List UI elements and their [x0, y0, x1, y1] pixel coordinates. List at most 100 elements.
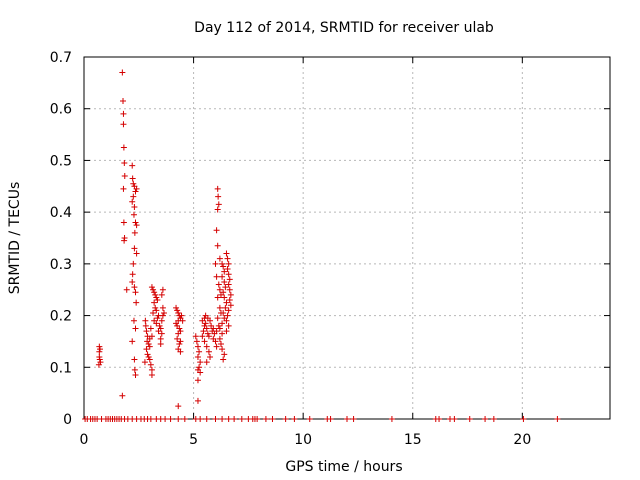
data-point [207, 317, 214, 324]
data-point [119, 69, 126, 76]
data-point [388, 416, 395, 422]
data-point [482, 416, 489, 422]
data-point [225, 416, 232, 422]
data-point [219, 260, 226, 267]
data-point [219, 416, 226, 422]
data-point [131, 229, 138, 236]
data-point [214, 315, 221, 322]
y-tick-label: 0 [63, 412, 72, 428]
data-point [129, 338, 136, 345]
data-point [123, 286, 130, 293]
data-point [212, 416, 219, 422]
data-point [224, 266, 231, 273]
data-point [176, 325, 183, 332]
data-point [162, 416, 169, 422]
data-point [220, 263, 227, 270]
data-point [231, 416, 238, 422]
data-point [203, 416, 210, 422]
data-point [153, 320, 160, 327]
plot-frame [83, 56, 611, 420]
data-point [217, 309, 224, 316]
data-point [121, 172, 128, 179]
data-point [213, 343, 220, 350]
data-point [350, 416, 357, 422]
x-tick-label: 10 [294, 432, 312, 448]
data-point [129, 278, 136, 285]
data-point [181, 416, 188, 422]
data-point [120, 219, 127, 226]
data-point [215, 322, 222, 329]
x-tick-label: 20 [513, 432, 531, 448]
data-point [194, 377, 201, 384]
data-point [220, 356, 227, 363]
data-point [205, 333, 212, 340]
data-point [150, 286, 157, 293]
data-point [132, 325, 139, 332]
data-points [82, 69, 561, 422]
axis-ticks [83, 56, 610, 420]
data-point [215, 281, 222, 288]
data-point [96, 343, 103, 350]
data-point [156, 322, 163, 329]
data-point [160, 309, 167, 316]
data-point [121, 237, 128, 244]
data-point [217, 341, 224, 348]
x-tick-labels: 0 5 10 15 20 [80, 432, 532, 448]
data-point [119, 392, 126, 399]
data-point [147, 416, 154, 422]
data-point [157, 335, 164, 342]
data-point [177, 338, 184, 345]
grid-lines [84, 57, 610, 419]
data-point [226, 286, 233, 293]
data-point [194, 353, 201, 360]
data-point [223, 328, 230, 335]
data-point [142, 317, 149, 324]
data-point [131, 356, 138, 363]
data-point [196, 364, 203, 371]
data-point [192, 333, 199, 340]
data-point [219, 330, 226, 337]
data-point [203, 359, 210, 366]
data-point [154, 315, 161, 322]
data-point [175, 309, 182, 316]
y-tick-label: 0.2 [50, 309, 72, 325]
data-point [227, 302, 234, 309]
data-point [141, 359, 148, 366]
data-point [158, 291, 165, 298]
data-point [216, 255, 223, 262]
data-point [202, 320, 209, 327]
data-point [120, 185, 127, 192]
data-point [144, 351, 151, 358]
data-point [220, 289, 227, 296]
data-point [222, 284, 229, 291]
data-point [175, 330, 182, 337]
data-point [174, 307, 181, 314]
data-point [224, 255, 231, 262]
data-point [203, 343, 210, 350]
data-point [173, 304, 180, 311]
data-point [219, 346, 226, 353]
data-point [120, 121, 127, 128]
data-point [143, 328, 150, 335]
data-point [219, 320, 226, 327]
data-point [129, 175, 136, 182]
data-point [148, 366, 155, 373]
data-point [130, 211, 137, 218]
data-point [227, 291, 234, 298]
data-point [197, 359, 204, 366]
data-point [451, 416, 458, 422]
y-axis-label: SRMTID / TECUs [7, 182, 23, 295]
data-point [129, 198, 136, 205]
data-point [175, 403, 182, 410]
data-point [466, 416, 473, 422]
data-point [132, 219, 139, 226]
data-point [225, 281, 232, 288]
data-point [152, 304, 159, 311]
data-point [215, 193, 222, 200]
data-point [193, 338, 200, 345]
data-point [148, 284, 155, 291]
data-point [174, 335, 181, 342]
data-point [226, 276, 233, 283]
data-point [254, 416, 261, 422]
data-point [219, 273, 226, 280]
